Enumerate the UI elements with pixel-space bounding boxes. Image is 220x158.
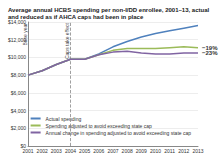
svg-text:2010: 2010 [150, 148, 161, 154]
svg-text:2011: 2011 [164, 148, 175, 154]
svg-text:2004: 2004 [65, 148, 76, 154]
svg-text:$8,000: $8,000 [11, 72, 27, 78]
svg-text:$6,000: $6,000 [11, 90, 27, 96]
svg-text:Average annual HCBS spending p: Average annual HCBS spending per non-I/D… [8, 7, 211, 13]
svg-text:2013: 2013 [192, 148, 203, 154]
svg-text:$2,000: $2,000 [11, 125, 27, 131]
svg-text:2006: 2006 [93, 148, 104, 154]
svg-text:−23%: −23% [202, 50, 218, 56]
svg-text:Spending adjusted to avoid exc: Spending adjusted to avoid exceeding sta… [46, 123, 152, 129]
svg-text:$0: $0 [20, 143, 26, 149]
svg-text:2008: 2008 [122, 148, 133, 154]
svg-text:Annual change in spending adju: Annual change in spending adjusted to av… [46, 130, 192, 136]
svg-text:and reduced as if AHCA caps ha: and reduced as if AHCA caps had been in … [8, 14, 144, 20]
svg-text:2002: 2002 [37, 148, 48, 154]
svg-text:2005: 2005 [79, 148, 90, 154]
svg-text:$10,000: $10,000 [8, 54, 26, 60]
svg-text:Actual spending: Actual spending [46, 116, 82, 122]
svg-text:$12,000: $12,000 [7, 36, 26, 43]
svg-text:2001: 2001 [22, 148, 33, 154]
svg-text:$4,000: $4,000 [11, 108, 27, 114]
svg-text:2007: 2007 [107, 148, 118, 154]
svg-text:−19%: −19% [202, 44, 218, 51]
svg-text:$14,000: $14,000 [7, 19, 26, 25]
svg-text:2012: 2012 [178, 148, 189, 154]
svg-text:2003: 2003 [51, 148, 62, 154]
svg-text:2009: 2009 [136, 148, 147, 154]
svg-text:Caps take effect: Caps take effect [64, 22, 70, 59]
svg-text:Base year: Base year [22, 23, 28, 46]
